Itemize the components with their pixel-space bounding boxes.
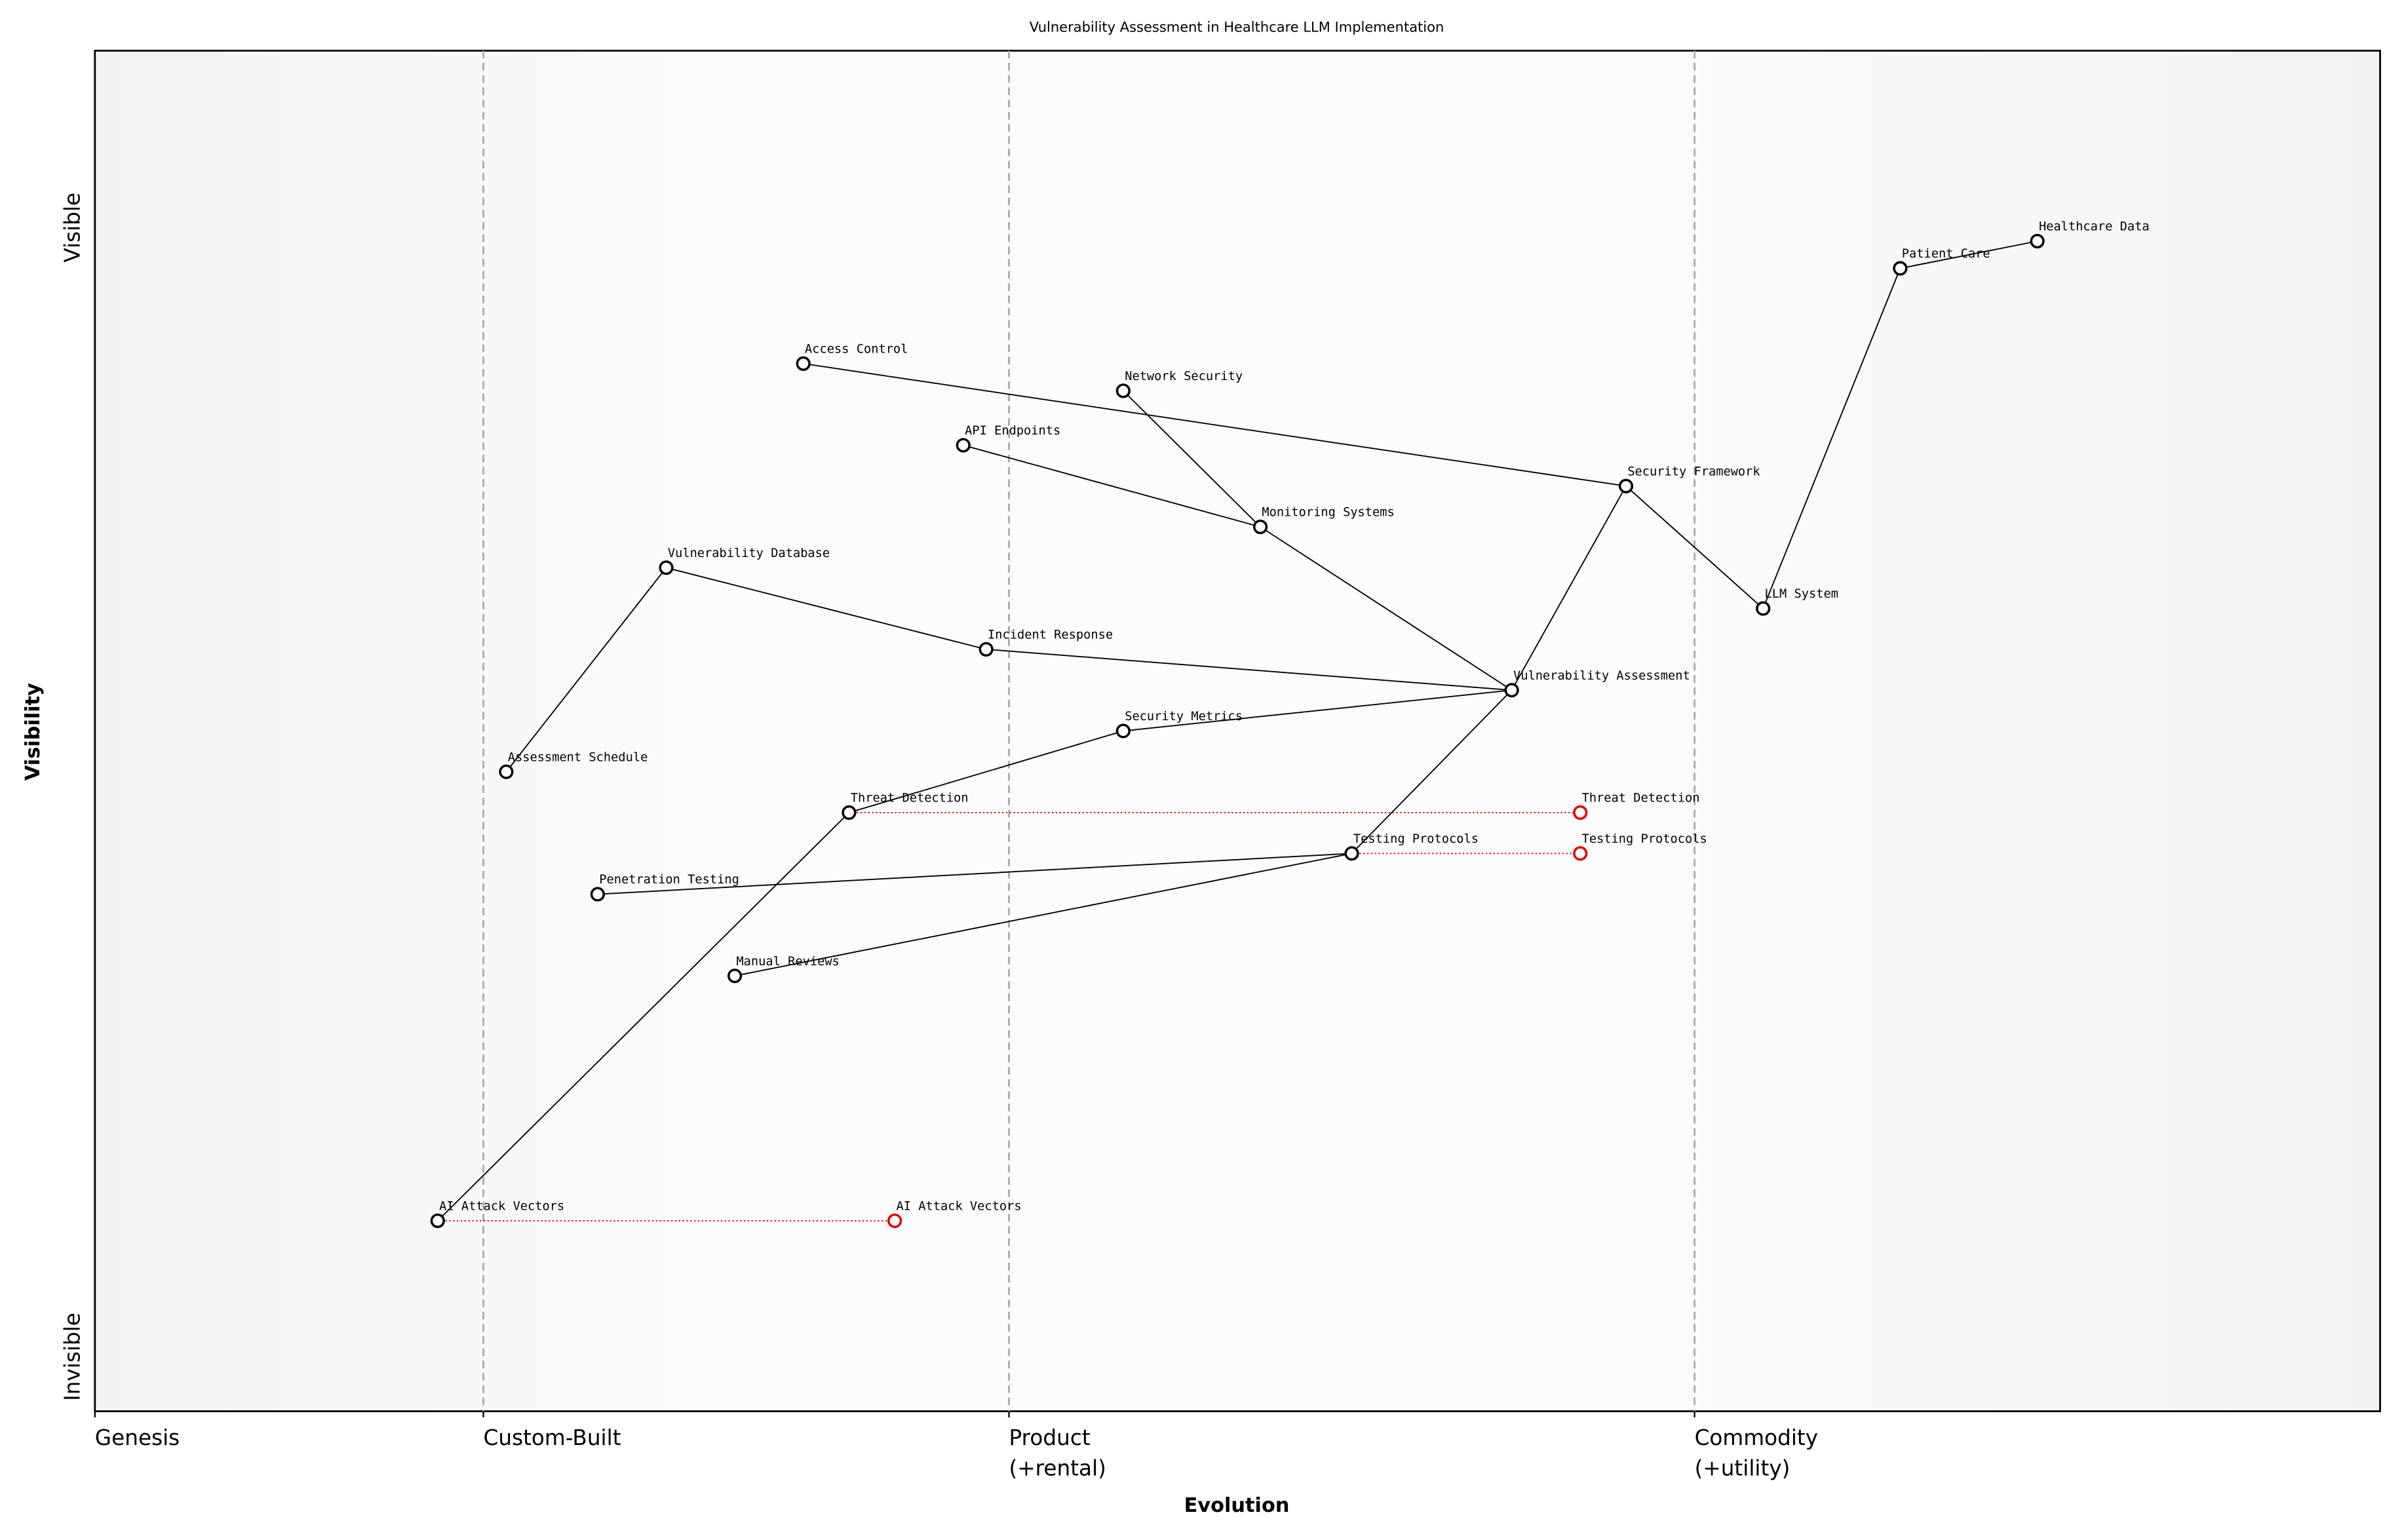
component-label: Patient Care bbox=[1902, 247, 1990, 261]
y-axis-label: Visibility bbox=[22, 683, 45, 780]
link bbox=[963, 444, 1261, 528]
component bbox=[1344, 846, 1359, 861]
component-label: LLM System bbox=[1765, 587, 1838, 601]
link bbox=[849, 730, 1124, 813]
component-label: Vulnerability Assessment bbox=[1513, 669, 1690, 683]
component-label: Healthcare Data bbox=[2039, 220, 2150, 234]
component bbox=[1115, 383, 1131, 398]
evolved-label: AI Attack Vectors bbox=[897, 1200, 1022, 1214]
component bbox=[1252, 519, 1268, 535]
component-label: Manual Reviews bbox=[736, 955, 839, 969]
evolved-label: Testing Protocols bbox=[1582, 832, 1707, 846]
component-label: API Endpoints bbox=[965, 424, 1060, 438]
component bbox=[499, 764, 514, 779]
y-tick-label: Invisible bbox=[60, 1313, 85, 1401]
evolved-component bbox=[1573, 805, 1588, 820]
link bbox=[1123, 390, 1261, 528]
link bbox=[1123, 689, 1512, 732]
component-label: Testing Protocols bbox=[1353, 832, 1479, 846]
component bbox=[1115, 723, 1131, 739]
component-label: Access Control bbox=[805, 343, 908, 356]
component-label: Vulnerability Database bbox=[668, 547, 830, 560]
plot-area bbox=[94, 49, 2382, 1412]
x-tick-label: Genesis bbox=[95, 1425, 180, 1450]
component-label: Penetration Testing bbox=[599, 873, 739, 887]
component bbox=[727, 969, 743, 984]
component bbox=[1893, 261, 1908, 276]
x-axis-label: Evolution bbox=[1184, 1494, 1290, 1517]
component-label: Monitoring Systems bbox=[1262, 506, 1394, 520]
component bbox=[1618, 478, 1634, 493]
link bbox=[597, 853, 1352, 895]
component bbox=[590, 887, 605, 902]
component-label: Threat Detection bbox=[851, 792, 969, 805]
link bbox=[1762, 268, 1901, 609]
link bbox=[803, 362, 1627, 487]
link bbox=[1625, 486, 1764, 609]
component bbox=[2030, 233, 2045, 249]
link bbox=[1900, 241, 2038, 269]
component-label: Security Metrics bbox=[1125, 710, 1243, 723]
link bbox=[734, 853, 1352, 977]
link bbox=[666, 567, 986, 650]
component-label: Network Security bbox=[1125, 370, 1243, 383]
chart-title: Vulnerability Assessment in Healthcare L… bbox=[1030, 18, 1444, 35]
component bbox=[430, 1213, 445, 1228]
link bbox=[1351, 689, 1513, 854]
link bbox=[1260, 526, 1513, 691]
component-label: Assessment Schedule bbox=[508, 750, 648, 764]
component bbox=[796, 356, 811, 371]
component bbox=[842, 805, 857, 820]
component bbox=[956, 438, 971, 453]
link bbox=[437, 812, 850, 1222]
link bbox=[505, 567, 667, 773]
component bbox=[1504, 683, 1519, 698]
component-label: AI Attack Vectors bbox=[439, 1200, 564, 1214]
evolved-component bbox=[1573, 846, 1588, 861]
x-tick-label: Commodity (+utility) bbox=[1695, 1425, 1818, 1481]
component-label: Incident Response bbox=[988, 628, 1113, 642]
y-tick-label: Visible bbox=[60, 193, 85, 263]
link bbox=[1511, 486, 1627, 691]
x-tick-label: Custom-Built bbox=[484, 1425, 621, 1450]
component bbox=[1756, 601, 1771, 616]
x-tick-label: Product (+rental) bbox=[1009, 1425, 1106, 1481]
evolved-label: Threat Detection bbox=[1582, 792, 1700, 805]
evolved-component bbox=[887, 1213, 902, 1228]
component bbox=[978, 642, 994, 657]
component-label: Security Framework bbox=[1627, 465, 1760, 478]
link bbox=[986, 648, 1512, 691]
component bbox=[659, 560, 674, 575]
